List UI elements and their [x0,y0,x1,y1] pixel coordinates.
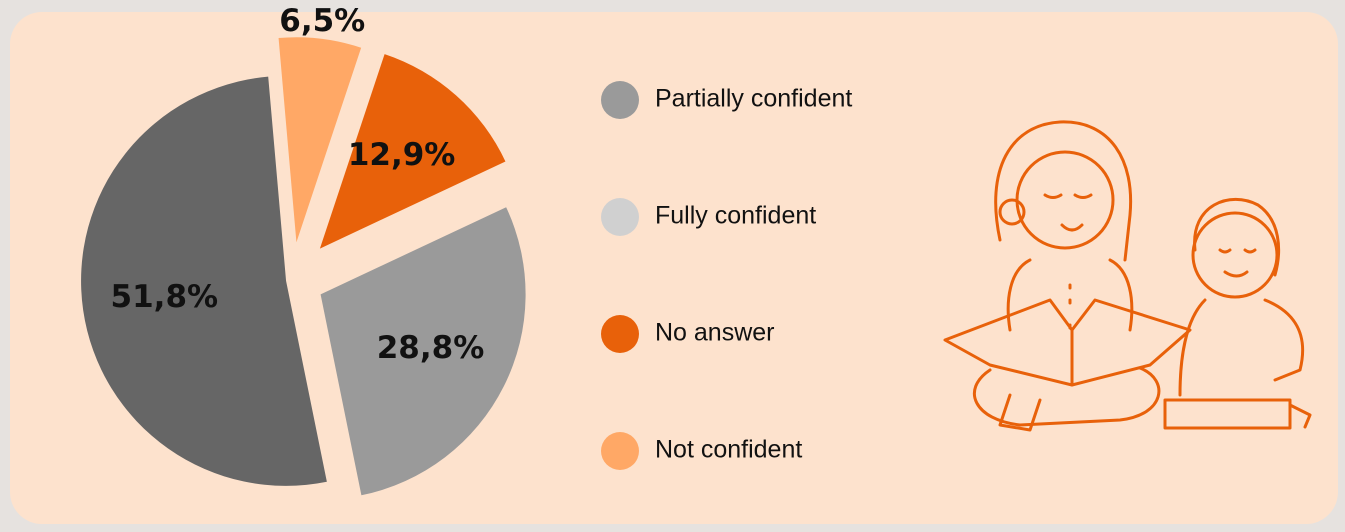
value-label: 28,8% [377,330,485,366]
legend-swatch [601,198,639,236]
value-label: 6,5% [279,3,365,39]
page: {"chart_data": {"type": "pie", "values":… [0,0,1345,532]
legend-swatch [601,81,639,119]
legend-swatch [601,432,639,470]
chart: 6,5% 12,9% 28,8% 51,8% Partially confident Fu… [0,0,1345,532]
value-label: 51,8% [111,279,219,315]
legend-label: Not confident [655,436,802,464]
legend-label: Fully confident [655,202,816,230]
legend-swatch [601,315,639,353]
legend-label: Partially confident [655,85,852,113]
legend-label: No answer [655,319,775,347]
value-label: 12,9% [348,137,456,173]
